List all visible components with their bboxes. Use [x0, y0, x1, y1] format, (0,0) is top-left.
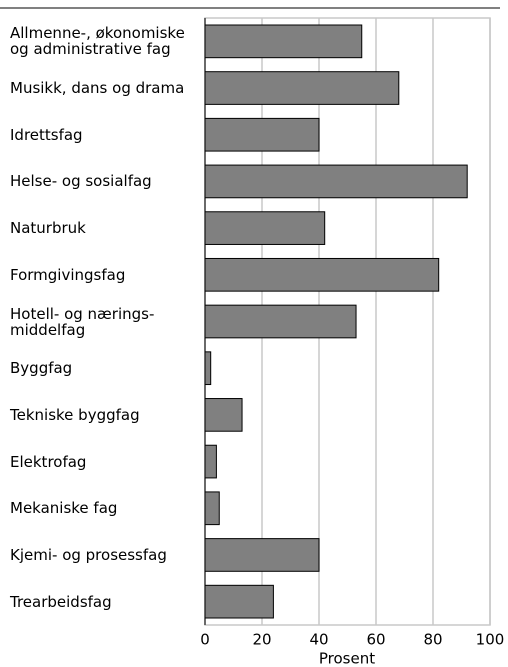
- y-tick-label: Elektrofag: [10, 452, 87, 471]
- y-tick-label: Idrettsfag: [10, 125, 83, 144]
- y-tick-label: Hotell- og nærings- middelfag: [10, 304, 155, 339]
- bar: [204, 24, 363, 59]
- bar: [204, 257, 440, 292]
- bar: [204, 444, 217, 479]
- bar: [204, 117, 320, 152]
- x-tick-label: 40: [309, 631, 328, 649]
- x-tick-label: 60: [366, 631, 385, 649]
- y-tick-label: Naturbruk: [10, 219, 86, 238]
- y-tick-label: Musikk, dans og drama: [10, 79, 185, 98]
- x-tick-label: 20: [252, 631, 271, 649]
- y-tick-label: Kjemi- og prosessfag: [10, 545, 167, 564]
- x-tick-label: 80: [423, 631, 442, 649]
- bar: [204, 164, 468, 199]
- bar: [204, 584, 274, 619]
- bar: [204, 398, 243, 432]
- bar: [204, 351, 212, 386]
- y-tick-label: Formgivingsfag: [10, 265, 126, 284]
- bar: [204, 71, 400, 105]
- bar: [204, 211, 326, 245]
- y-tick-label: Helse- og sosialfag: [10, 172, 152, 191]
- x-tick-label: 0: [200, 631, 210, 649]
- y-tick-label: Byggfag: [10, 359, 73, 378]
- x-axis-label: Prosent: [319, 650, 375, 667]
- x-tick-label: 100: [476, 631, 505, 649]
- bar: [204, 491, 220, 526]
- y-tick-label: Tekniske byggfag: [10, 405, 140, 424]
- y-tick-label: Allmenne-, økonomiske og administrative …: [10, 24, 185, 59]
- y-tick-label: Mekaniske fag: [10, 499, 118, 518]
- bar: [204, 304, 357, 339]
- y-tick-label: Trearbeidsfag: [10, 592, 112, 611]
- bar: [204, 538, 320, 572]
